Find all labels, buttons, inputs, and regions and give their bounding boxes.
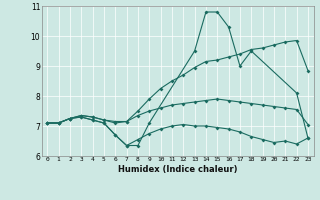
X-axis label: Humidex (Indice chaleur): Humidex (Indice chaleur) (118, 165, 237, 174)
